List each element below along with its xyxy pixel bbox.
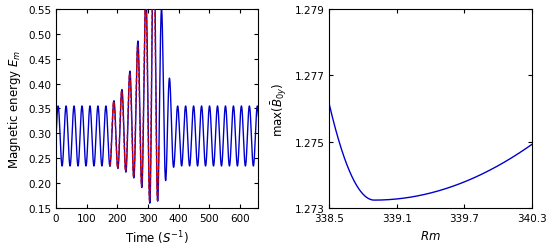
X-axis label: $Rm$: $Rm$ [420,229,441,242]
Y-axis label: max$(\bar{B}_{0y})$: max$(\bar{B}_{0y})$ [269,82,289,136]
X-axis label: Time $(S^{-1})$: Time $(S^{-1})$ [125,229,189,246]
Y-axis label: Magnetic energy $E_m$: Magnetic energy $E_m$ [6,50,23,169]
